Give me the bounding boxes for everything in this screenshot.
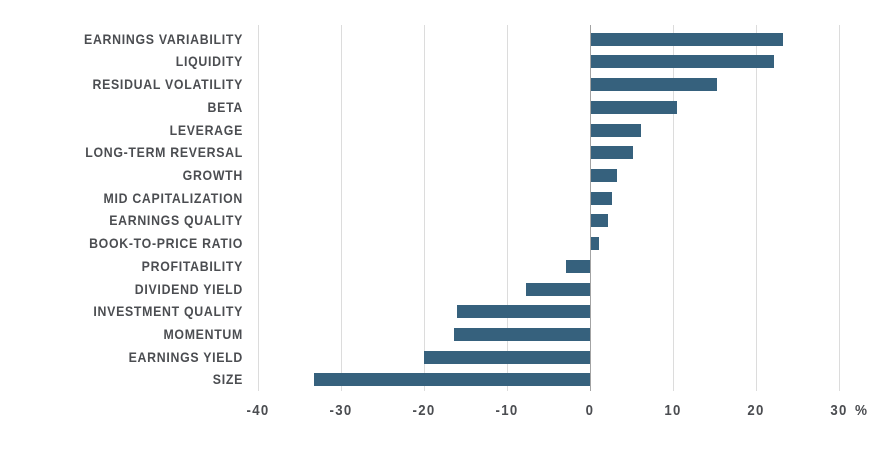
category-label: MID CAPITALIZATION xyxy=(103,190,244,206)
bar xyxy=(314,373,590,386)
zero-gridline xyxy=(590,25,591,391)
category-label: RESIDUAL VOLATILITY xyxy=(92,76,243,92)
bar xyxy=(591,169,617,182)
x-tick-label: 20 xyxy=(747,402,765,419)
category-label: BOOK-TO-PRICE RATIO xyxy=(89,235,243,251)
bar xyxy=(566,260,590,273)
category-label: LEVERAGE xyxy=(169,122,243,138)
category-label: PROFITABILITY xyxy=(141,258,243,274)
x-tick-label: 0 xyxy=(585,402,595,419)
x-tick-label: -10 xyxy=(495,402,519,419)
bar xyxy=(591,124,641,137)
gridline xyxy=(507,25,508,391)
category-label: LONG-TERM REVERSAL xyxy=(85,144,243,160)
bar xyxy=(591,214,608,227)
category-label: SIZE xyxy=(212,371,243,387)
gridline xyxy=(258,25,259,391)
x-tick-label: 10 xyxy=(664,402,682,419)
category-label: EARNINGS QUALITY xyxy=(109,212,244,228)
bar xyxy=(424,351,590,364)
gridline xyxy=(839,25,840,391)
bar xyxy=(591,192,612,205)
gridline xyxy=(424,25,425,391)
bar xyxy=(591,146,633,159)
bar xyxy=(454,328,590,341)
bar xyxy=(591,237,599,250)
bar xyxy=(526,283,590,296)
category-label: INVESTMENT QUALITY xyxy=(93,303,243,319)
gridline xyxy=(756,25,757,391)
x-axis-unit-label: % xyxy=(855,402,868,419)
x-tick-label: -30 xyxy=(329,402,353,419)
category-label: MOMENTUM xyxy=(163,326,243,342)
x-tick-label: 30 xyxy=(830,402,848,419)
gridline xyxy=(673,25,674,391)
category-label: EARNINGS VARIABILITY xyxy=(84,31,243,47)
x-tick-label: -20 xyxy=(412,402,436,419)
category-label: DIVIDEND YIELD xyxy=(134,281,243,297)
x-tick-label: -40 xyxy=(246,402,270,419)
bar xyxy=(591,101,677,114)
bar xyxy=(591,55,774,68)
bar xyxy=(457,305,590,318)
bar xyxy=(591,78,717,91)
gridline xyxy=(341,25,342,391)
category-label: BETA xyxy=(207,99,243,115)
bar xyxy=(591,33,783,46)
category-label: LIQUIDITY xyxy=(175,53,243,69)
category-label: GROWTH xyxy=(182,167,243,183)
category-label: EARNINGS YIELD xyxy=(128,349,243,365)
